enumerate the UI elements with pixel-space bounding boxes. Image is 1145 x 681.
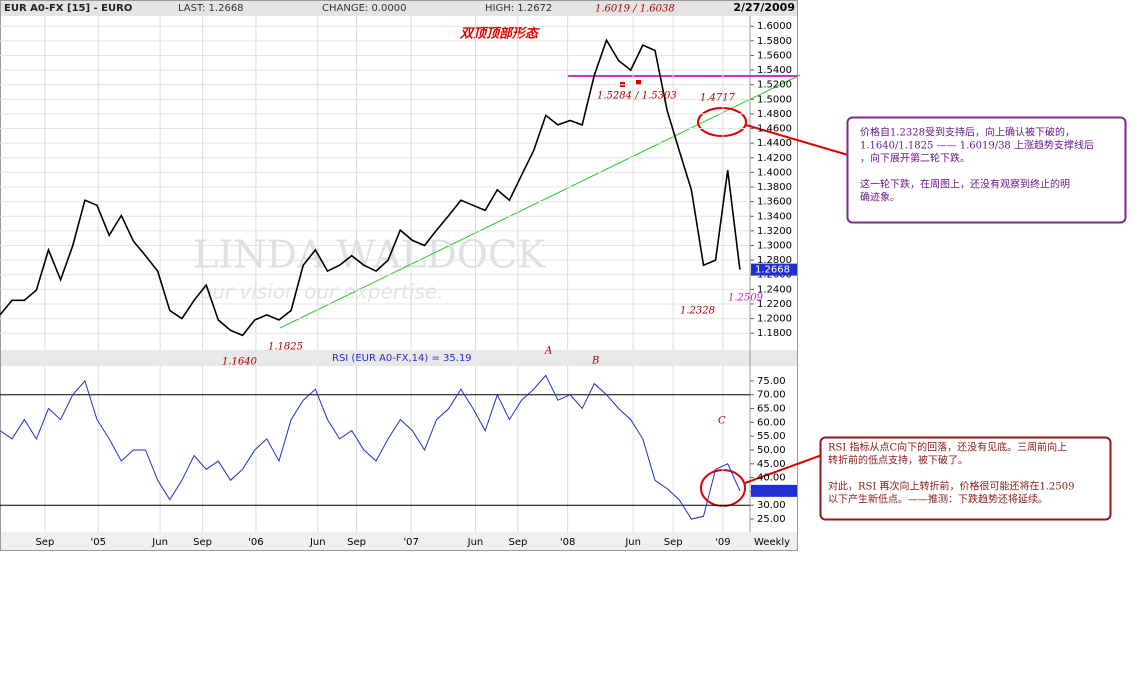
x-tick-label: Jun — [467, 537, 484, 548]
y-tick-label: 1.4600 — [757, 124, 792, 135]
note-text: 对此，RSI 再次向上转折前，价格很可能还将在1.2509 — [828, 480, 1075, 493]
y-tick-label: 45.00 — [757, 459, 786, 470]
note-text: 这一轮下跌，在周图上，还没有观察到终止的明 — [860, 178, 1070, 191]
highlight-circle — [697, 107, 747, 137]
y-tick-label: 1.5600 — [757, 50, 792, 61]
x-tick-label: Sep — [193, 537, 212, 548]
y-tick-label: 30.00 — [757, 500, 786, 511]
x-tick-label: '07 — [403, 537, 418, 548]
x-tick-label: Jun — [309, 537, 326, 548]
chart-frame — [0, 0, 798, 551]
date: 2/27/2009 — [733, 1, 795, 14]
y-tick-label: 70.00 — [757, 390, 786, 401]
y-tick-label: 1.1800 — [757, 328, 792, 339]
change: CHANGE: 0.0000 — [322, 3, 406, 14]
annotation: 1.1825 — [268, 342, 303, 353]
y-tick-label: 1.3200 — [757, 226, 792, 237]
note-text: 转折前的低点支持，被下破了。 — [828, 454, 968, 467]
y-tick-label: 1.3800 — [757, 182, 792, 193]
last-price-box — [751, 263, 797, 276]
annotation: C — [718, 416, 726, 427]
annotation: A — [544, 346, 552, 357]
x-tick-label: Sep — [35, 537, 54, 548]
y-tick-label: 1.2800 — [757, 255, 792, 266]
x-tick-label: '08 — [560, 537, 575, 548]
symbol: EUR A0-FX [15] - EURO — [4, 3, 132, 14]
y-tick-label: 1.3600 — [757, 197, 792, 208]
y-tick-label: 55.00 — [757, 431, 786, 442]
x-axis-label: Weekly — [754, 537, 790, 548]
x-tick-label: Sep — [664, 537, 683, 548]
y-tick-label: 75.00 — [757, 376, 786, 387]
series-line — [0, 38, 741, 337]
x-tick-label: '06 — [248, 537, 263, 548]
x-tick-label: Sep — [347, 537, 366, 548]
y-tick-label: 1.4800 — [757, 109, 792, 120]
annotation: 1.1640 — [222, 357, 258, 368]
callout-line — [744, 454, 823, 484]
last-rsi-box — [751, 484, 797, 497]
y-tick-label: 1.4200 — [757, 153, 792, 164]
y-tick-label: 1.5000 — [757, 94, 792, 105]
x-tick-label: '05 — [91, 537, 106, 548]
last: LAST: 1.2668 — [178, 3, 244, 14]
y-tick-label: 40.00 — [757, 473, 786, 484]
note-box — [846, 116, 1127, 224]
x-tick-label: Jun — [151, 537, 168, 548]
note-text: RSI 指标从点C向下的回落，还没有见底。三周前向上 — [828, 441, 1067, 454]
annotation: 1.4717 — [700, 93, 736, 104]
header-band — [1, 1, 797, 16]
note-text: ，向下展开第二轮下跌。 — [860, 152, 970, 165]
callout-line — [745, 124, 849, 156]
x-tick-label: Sep — [508, 537, 527, 548]
annotation: B — [591, 356, 599, 367]
high: HIGH: 1.2672 — [485, 3, 552, 14]
annotation: 1.2328 — [680, 306, 715, 317]
rsi-header-band — [1, 350, 797, 366]
y-tick-label: 25.00 — [757, 514, 786, 525]
pattern-title: 双顶顶部形态 — [459, 26, 540, 42]
y-tick-label: 65.00 — [757, 404, 786, 415]
note-box — [819, 436, 1112, 521]
x-tick-label: Jun — [624, 537, 641, 548]
note-text: 价格自1.2328受到支持后，向上确认被下破的， — [860, 126, 1075, 139]
y-tick-label: 1.4000 — [757, 167, 792, 178]
y-tick-label: 1.5400 — [757, 65, 792, 76]
y-tick-label: 1.2200 — [757, 299, 792, 310]
rsi-title: RSI (EUR A0-FX,14) = 35.19 — [332, 353, 472, 364]
marker — [636, 80, 641, 85]
y-tick-label: 1.6000 — [757, 21, 792, 32]
last-price-label: 1.2668 — [755, 265, 790, 276]
y-tick-label: 1.5800 — [757, 36, 792, 47]
annotation: 1.5284 / 1.5303 — [597, 91, 677, 102]
series-line — [0, 374, 741, 520]
y-tick-label: 60.00 — [757, 417, 786, 428]
y-tick-label: 1.5200 — [757, 80, 792, 91]
note-text: 确迹象。 — [860, 191, 900, 204]
y-tick-label: 50.00 — [757, 445, 786, 456]
note-text: 以下产生新低点。——推测：下跌趋势还将延续。 — [828, 493, 1048, 506]
watermark: LINDA WALDOCK — [193, 233, 546, 277]
watermark-sub: our vision our expertise. — [200, 280, 443, 304]
x-tick-label: '09 — [715, 537, 730, 548]
y-tick-label: 1.2000 — [757, 314, 792, 325]
y-tick-label: 1.3400 — [757, 211, 792, 222]
y-tick-label: 1.4400 — [757, 138, 792, 149]
annotation: 1.2509 — [728, 293, 764, 304]
note-text: 1.1640/1.1825 —— 1.6019/38 上涨趋势支撑线后 — [860, 139, 1094, 152]
x-axis-band — [1, 532, 797, 550]
y-tick-label: 1.3000 — [757, 240, 792, 251]
annotation: 1.6019 / 1.6038 — [595, 4, 675, 15]
y-tick-label: 1.2400 — [757, 284, 792, 295]
